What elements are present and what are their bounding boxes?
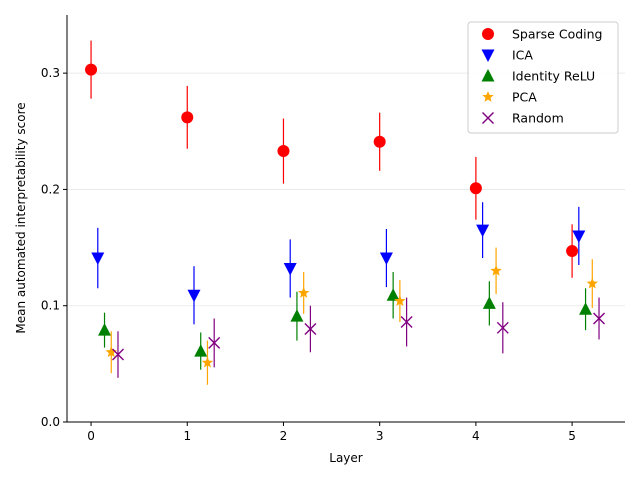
series-random — [111, 297, 606, 378]
x-stroke — [111, 348, 124, 361]
data-point — [283, 263, 297, 276]
data-point — [91, 252, 105, 266]
legend-label: Sparse Coding — [512, 27, 603, 42]
data-point — [586, 277, 598, 289]
data-point — [187, 289, 201, 303]
legend-marker — [482, 91, 494, 102]
legend-marker — [482, 28, 494, 40]
data-point — [277, 145, 290, 158]
data-point — [181, 111, 194, 124]
data-point — [85, 63, 98, 76]
legend-label: Random — [512, 111, 564, 126]
legend-item: Random — [482, 111, 564, 126]
data-point — [111, 348, 124, 361]
data-point — [297, 286, 310, 298]
x-stroke — [400, 315, 413, 328]
data-point — [105, 346, 117, 358]
x-tick-label: 0 — [87, 429, 95, 443]
data-point — [593, 312, 606, 325]
series-layer — [85, 40, 606, 385]
series-pca — [105, 247, 598, 385]
data-point — [394, 295, 406, 306]
legend-item: Sparse Coding — [482, 27, 603, 42]
data-point — [208, 336, 221, 349]
series-sparse-coding — [85, 40, 579, 278]
data-point — [290, 309, 304, 322]
legend-marker — [482, 112, 494, 124]
y-axis-label: Mean automated interpretability score — [14, 102, 28, 333]
legend-label: PCA — [512, 90, 537, 105]
data-point — [469, 182, 482, 195]
data-point — [373, 135, 386, 148]
legend-item: PCA — [482, 90, 537, 105]
y-tick-label: 0.2 — [41, 182, 60, 196]
legend: Sparse Coding ICA Identity ReLU PCA Random — [467, 21, 619, 134]
y-tick-label: 0.0 — [41, 415, 60, 429]
data-point — [579, 302, 593, 315]
data-point — [490, 264, 502, 276]
x-stroke — [304, 322, 317, 335]
data-point — [400, 315, 413, 328]
x-axis-label: Layer — [329, 451, 363, 465]
x-stroke — [482, 112, 494, 124]
legend-label: ICA — [512, 48, 533, 63]
x-stroke — [496, 321, 509, 334]
legend-item: Identity ReLU — [481, 69, 595, 84]
data-point — [379, 252, 393, 266]
data-point — [304, 322, 317, 335]
legend-box — [467, 21, 619, 134]
data-point — [194, 344, 208, 357]
y-tick-label: 0.3 — [41, 66, 60, 80]
data-point — [496, 321, 509, 334]
x-tick-label: 1 — [183, 429, 191, 443]
x-stroke — [208, 336, 221, 349]
x-tick-label: 5 — [568, 429, 576, 443]
x-tick-label: 2 — [280, 429, 288, 443]
legend-marker — [481, 49, 495, 62]
ticks: 0.0 0.1 0.2 0.3 0 1 2 3 4 5 — [41, 66, 576, 443]
data-point — [98, 323, 112, 336]
legend-label: Identity ReLU — [512, 69, 595, 84]
x-tick-label: 4 — [472, 429, 480, 443]
data-point — [482, 296, 496, 309]
data-point — [572, 230, 586, 243]
data-point — [566, 245, 579, 258]
series-identity-relu — [98, 271, 593, 370]
series-ica — [91, 202, 586, 325]
x-tick-label: 3 — [376, 429, 384, 443]
legend-marker — [481, 69, 495, 82]
data-point — [201, 356, 214, 368]
x-stroke — [593, 312, 606, 325]
axes — [66, 15, 625, 423]
data-point — [386, 288, 400, 301]
legend-item: ICA — [481, 48, 533, 63]
data-point — [476, 224, 490, 238]
y-tick-label: 0.1 — [41, 299, 60, 313]
